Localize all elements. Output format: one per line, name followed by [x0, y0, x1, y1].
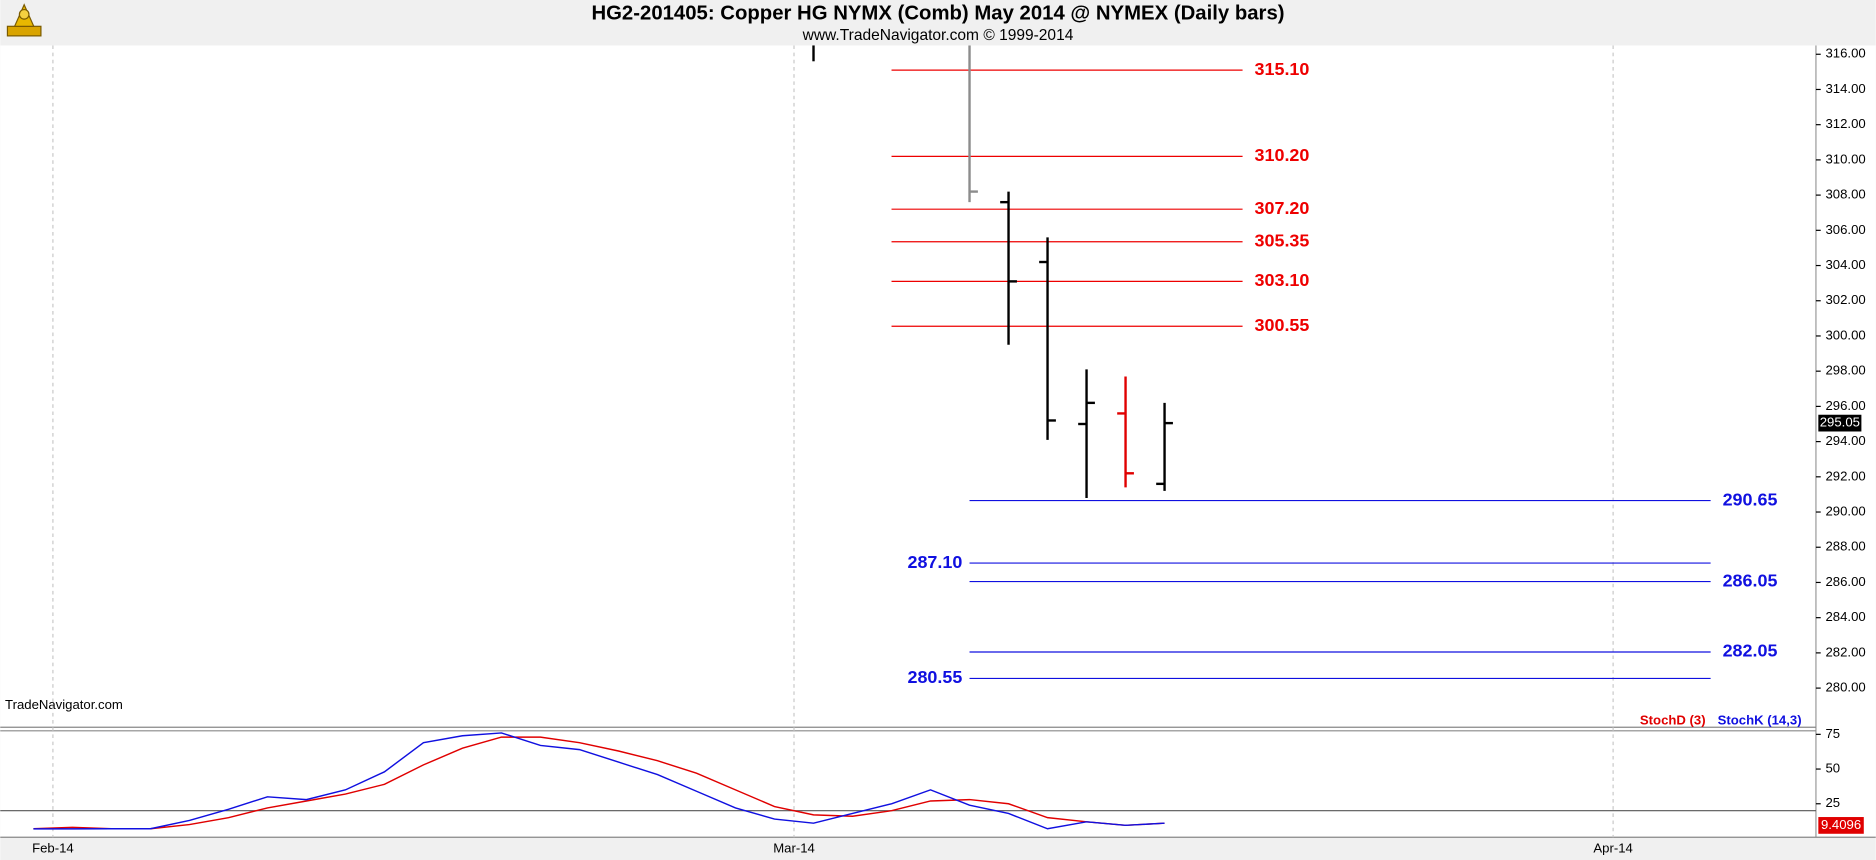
axis-area: [1815, 45, 1876, 838]
level-label: 315.10: [1255, 59, 1310, 79]
y-tick-label: 300.00: [1826, 327, 1866, 342]
level-label: 307.20: [1255, 198, 1310, 218]
level-label: 286.05: [1723, 570, 1778, 590]
level-label: 310.20: [1255, 145, 1310, 165]
last-price-label: 295.05: [1820, 415, 1860, 430]
y-tick-label: 292.00: [1826, 468, 1866, 483]
logo: [6, 3, 42, 37]
level-label: 290.65: [1723, 489, 1778, 509]
y-tick-label: 282.00: [1826, 644, 1866, 659]
y-tick-label: 312.00: [1826, 116, 1866, 131]
y-tick-label: 290.00: [1826, 503, 1866, 518]
level-label: 282.05: [1723, 641, 1778, 661]
stoch-line: [33, 732, 1165, 830]
y-tick-label: 296.00: [1826, 398, 1866, 413]
y-tick-label: 288.00: [1826, 539, 1866, 554]
y-tick-label: 298.00: [1826, 363, 1866, 378]
x-tick-label: Feb-14: [32, 841, 74, 856]
y-tick-label: 25: [1826, 795, 1841, 810]
level-label: 305.35: [1255, 231, 1310, 251]
plot-area: [0, 45, 1816, 838]
level-label: 300.55: [1255, 315, 1310, 335]
x-tick-label: Apr-14: [1593, 841, 1632, 856]
x-tick-label: Mar-14: [773, 841, 815, 856]
last-value-box: [1818, 817, 1864, 834]
last-value-label: 9.4096: [1821, 817, 1861, 832]
y-tick-label: 308.00: [1826, 187, 1866, 202]
y-tick-label: 302.00: [1826, 292, 1866, 307]
y-tick-label: 304.00: [1826, 257, 1866, 272]
y-tick-label: 75: [1826, 726, 1841, 741]
chart-subtitle: www.TradeNavigator.com © 1999-2014: [802, 27, 1074, 44]
level-label: 303.10: [1255, 270, 1310, 290]
y-tick-label: 286.00: [1826, 574, 1866, 589]
chart-title: HG2-201405: Copper HG NYMX (Comb) May 20…: [591, 3, 1284, 25]
watermark: TradeNavigator.com: [5, 697, 123, 712]
y-tick-label: 314.00: [1826, 81, 1866, 96]
stoch-line: [33, 736, 1165, 830]
y-tick-label: 306.00: [1826, 222, 1866, 237]
y-tick-label: 280.00: [1826, 680, 1866, 695]
legend-entry: StochK (14,3): [1718, 713, 1802, 728]
legend-entry: StochD (3): [1640, 713, 1706, 728]
level-label: 280.55: [907, 667, 962, 687]
y-tick-label: 294.00: [1826, 433, 1866, 448]
y-tick-label: 310.00: [1826, 151, 1866, 166]
y-tick-label: 316.00: [1826, 46, 1866, 61]
y-tick-label: 50: [1826, 761, 1841, 776]
last-price-box: [1818, 414, 1862, 432]
level-label: 287.10: [907, 552, 962, 572]
y-tick-label: 284.00: [1826, 609, 1866, 624]
